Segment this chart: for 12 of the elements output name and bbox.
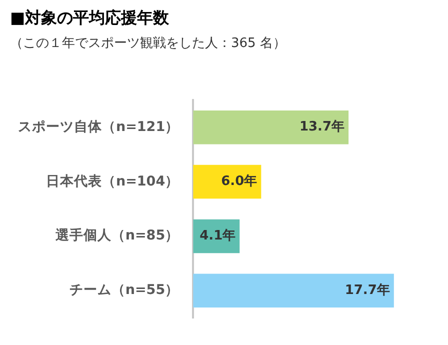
y-tick-label: 日本代表（n=104） xyxy=(46,173,180,190)
y-tick-label: 選手個人（n=85） xyxy=(54,228,180,244)
data-label: 4.1年 xyxy=(200,228,236,244)
bar xyxy=(193,274,394,308)
y-tick-label: チーム（n=55） xyxy=(69,282,180,298)
data-label: 13.7年 xyxy=(299,120,345,135)
chart-title: ■対象の平均応援年数 xyxy=(10,8,170,29)
bar xyxy=(193,110,349,144)
data-label: 17.7年 xyxy=(344,283,390,298)
y-tick-label: スポーツ自体（n=121） xyxy=(18,118,180,135)
data-label: 6.0年 xyxy=(221,174,258,190)
chart-subtitle: （この１年でスポーツ観戦をした人：365 名） xyxy=(10,35,286,52)
